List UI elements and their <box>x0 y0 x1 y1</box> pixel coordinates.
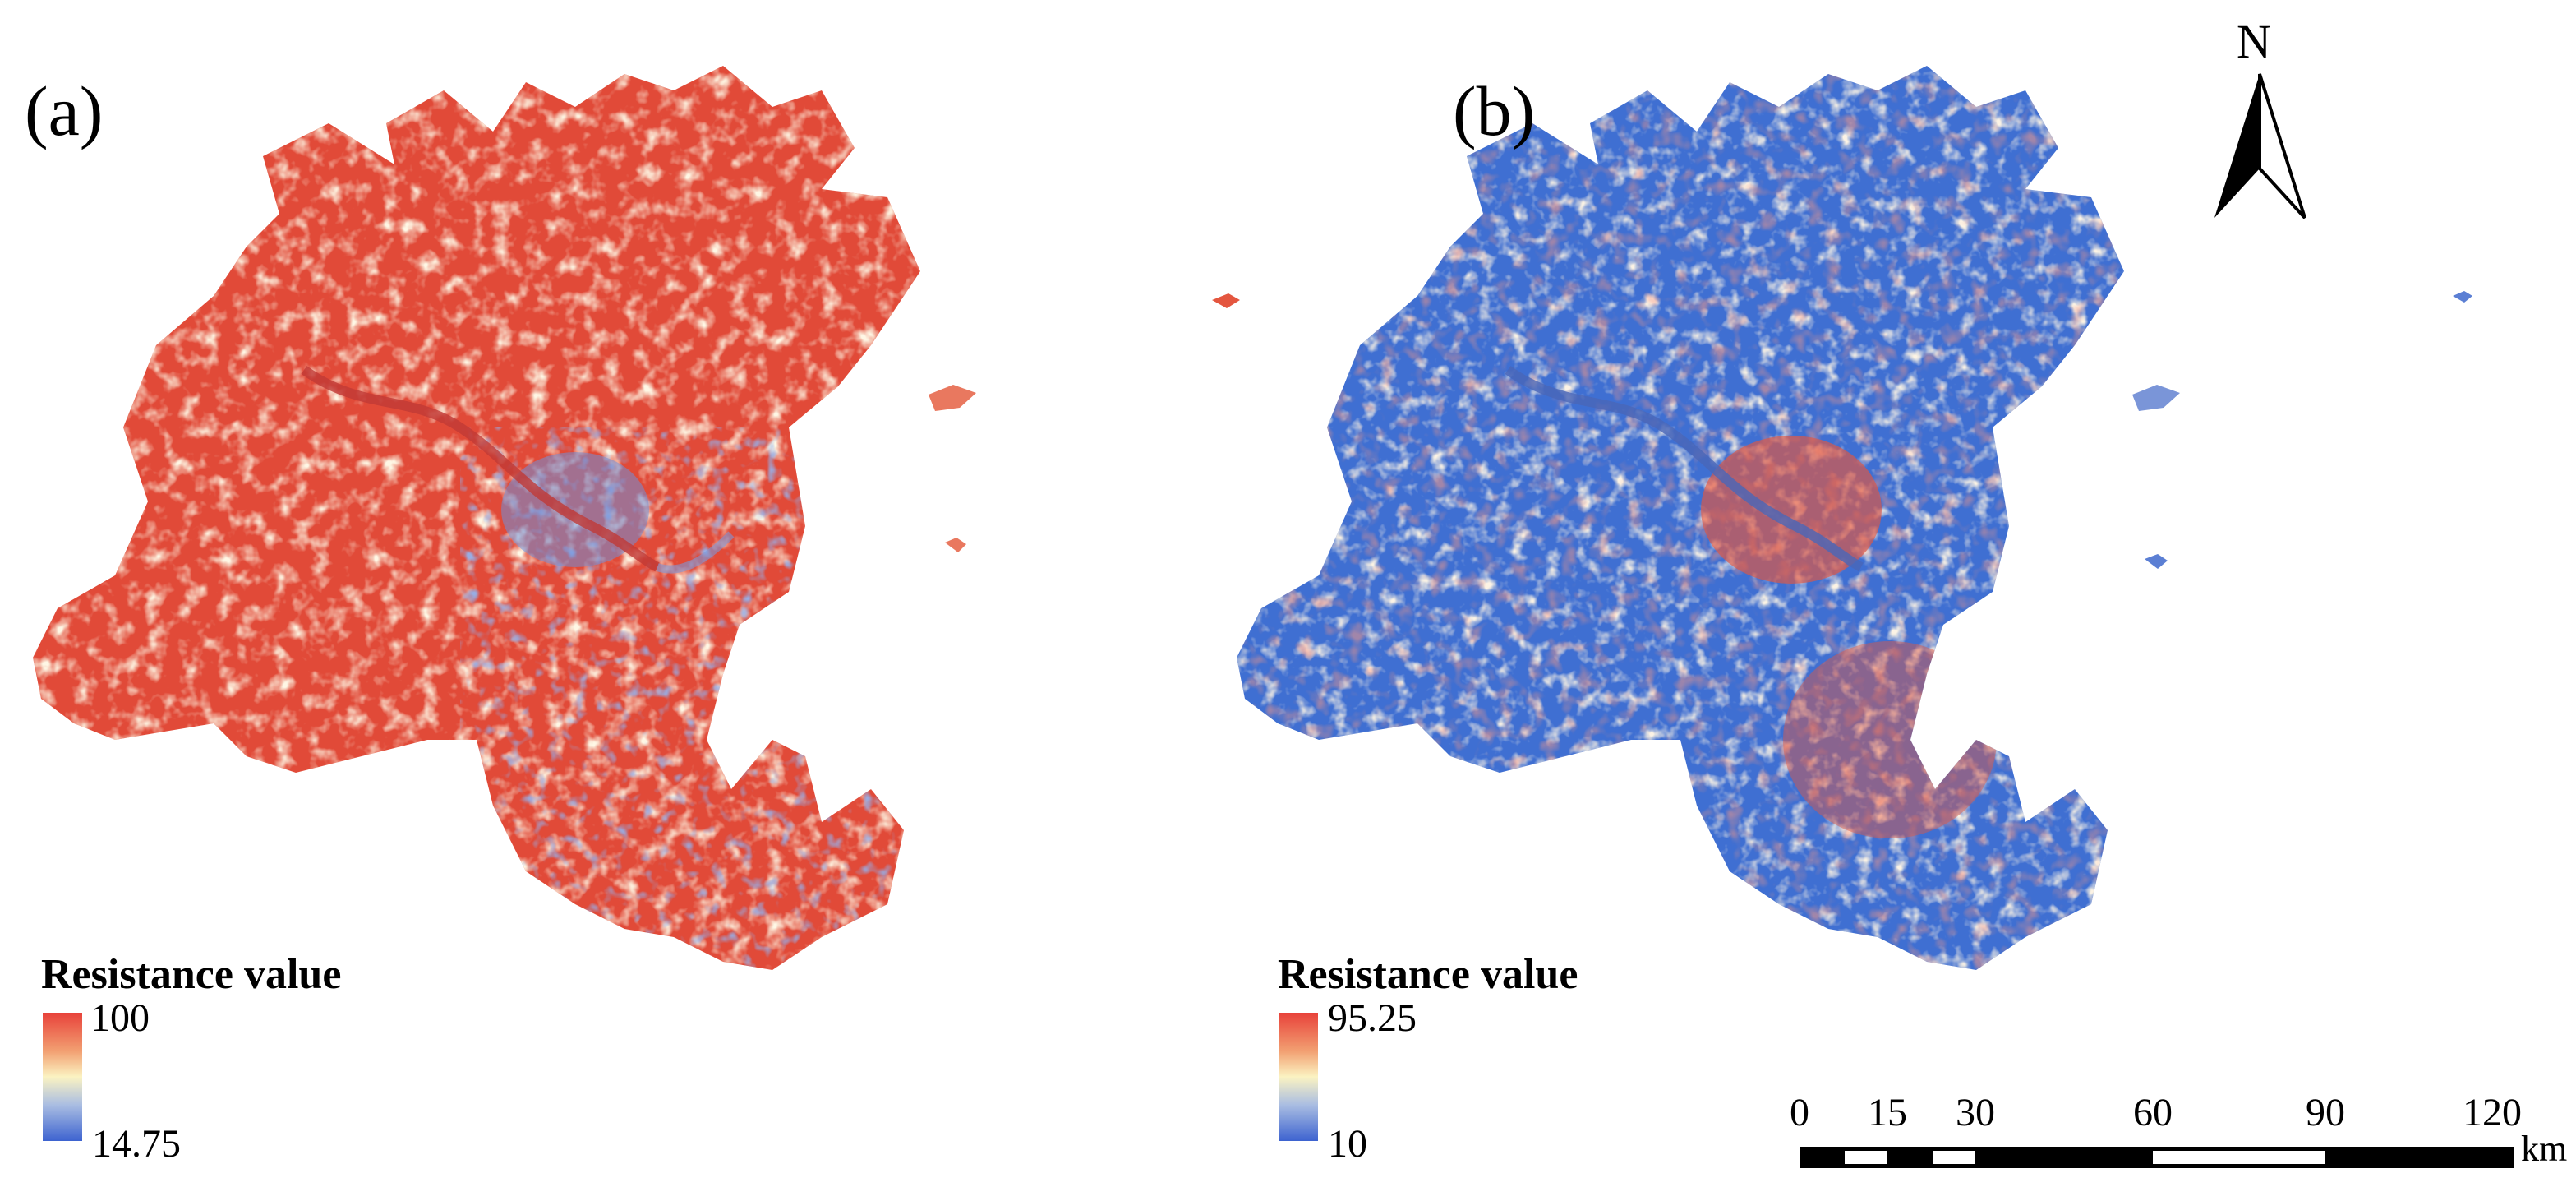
legend-title-b: Resistance value <box>1278 951 1578 998</box>
map-a <box>33 66 976 970</box>
scale-tick-120: 120 <box>2463 1091 2522 1134</box>
legend-title-a: Resistance value <box>41 951 342 998</box>
color-ramp-a <box>43 1013 82 1141</box>
scale-bar <box>1800 1147 2514 1168</box>
scale-tick-15: 15 <box>1868 1091 1907 1134</box>
legend-min-b: 10 <box>1328 1122 1367 1166</box>
color-ramp-b <box>1279 1013 1318 1141</box>
scale-tick-0: 0 <box>1790 1091 1809 1134</box>
legend-min-a: 14.75 <box>92 1122 181 1166</box>
scale-tick-90: 90 <box>2306 1091 2345 1134</box>
north-arrow-icon <box>2214 73 2306 219</box>
legend-max-a: 100 <box>90 996 150 1040</box>
panel-label-b: (b) <box>1453 72 1536 150</box>
scale-tick-30: 30 <box>1956 1091 1995 1134</box>
panel-label-a: (a) <box>25 72 104 150</box>
scale-unit: km <box>2521 1129 2568 1169</box>
legend-max-b: 95.25 <box>1328 996 1417 1040</box>
scale-tick-60: 60 <box>2133 1091 2173 1134</box>
north-label: N <box>2237 15 2271 68</box>
